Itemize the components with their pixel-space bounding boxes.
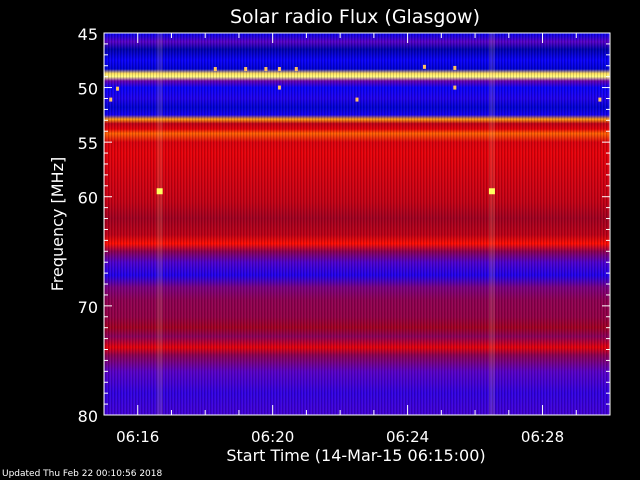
x-tick-label: 06:24	[386, 428, 429, 446]
burst-spot	[277, 67, 281, 72]
burst-spot	[453, 65, 457, 70]
plot-frame	[103, 32, 611, 416]
y-axis-label: Frequency [MHz]	[48, 157, 67, 291]
burst-spot	[453, 85, 457, 90]
burst-spot	[109, 97, 113, 102]
y-tick-label: 60	[78, 189, 98, 208]
burst-spot	[598, 97, 602, 102]
plot-area: 45 50 55 60 70 80 06:16 06:20 06:24 06:28	[78, 25, 611, 446]
y-tick-label: 55	[78, 134, 98, 153]
x-tick-label: 06:16	[116, 428, 159, 446]
chart-title: Solar radio Flux (Glasgow)	[230, 6, 480, 28]
y-tick-label: 50	[78, 80, 98, 99]
burst-spot	[422, 64, 426, 69]
burst-spot	[156, 188, 163, 195]
burst-spot	[294, 67, 298, 72]
burst-spot	[244, 67, 248, 72]
interference-column	[156, 33, 163, 415]
burst-spot	[277, 85, 281, 90]
interference-column	[488, 33, 495, 415]
updated-timestamp: Updated Thu Feb 22 00:10:56 2018	[2, 469, 163, 479]
burst-spot	[355, 97, 359, 102]
burst-spot	[488, 188, 495, 195]
x-axis-label: Start Time (14-Mar-15 06:15:00)	[226, 446, 485, 465]
heatmap-streaks	[104, 33, 610, 415]
x-tick-label: 06:28	[521, 428, 564, 446]
burst-spot	[264, 67, 268, 72]
y-tick-label: 70	[78, 298, 98, 317]
y-tick-label: 80	[78, 407, 98, 426]
y-axis: 45 50 55 60 70 80	[78, 25, 610, 426]
y-tick-label: 45	[78, 25, 98, 44]
x-tick-label: 06:20	[251, 428, 294, 446]
burst-spot	[115, 86, 119, 91]
burst-spot	[213, 67, 217, 72]
x-axis: 06:16 06:20 06:24 06:28	[103, 33, 611, 446]
burst-features	[109, 33, 602, 415]
